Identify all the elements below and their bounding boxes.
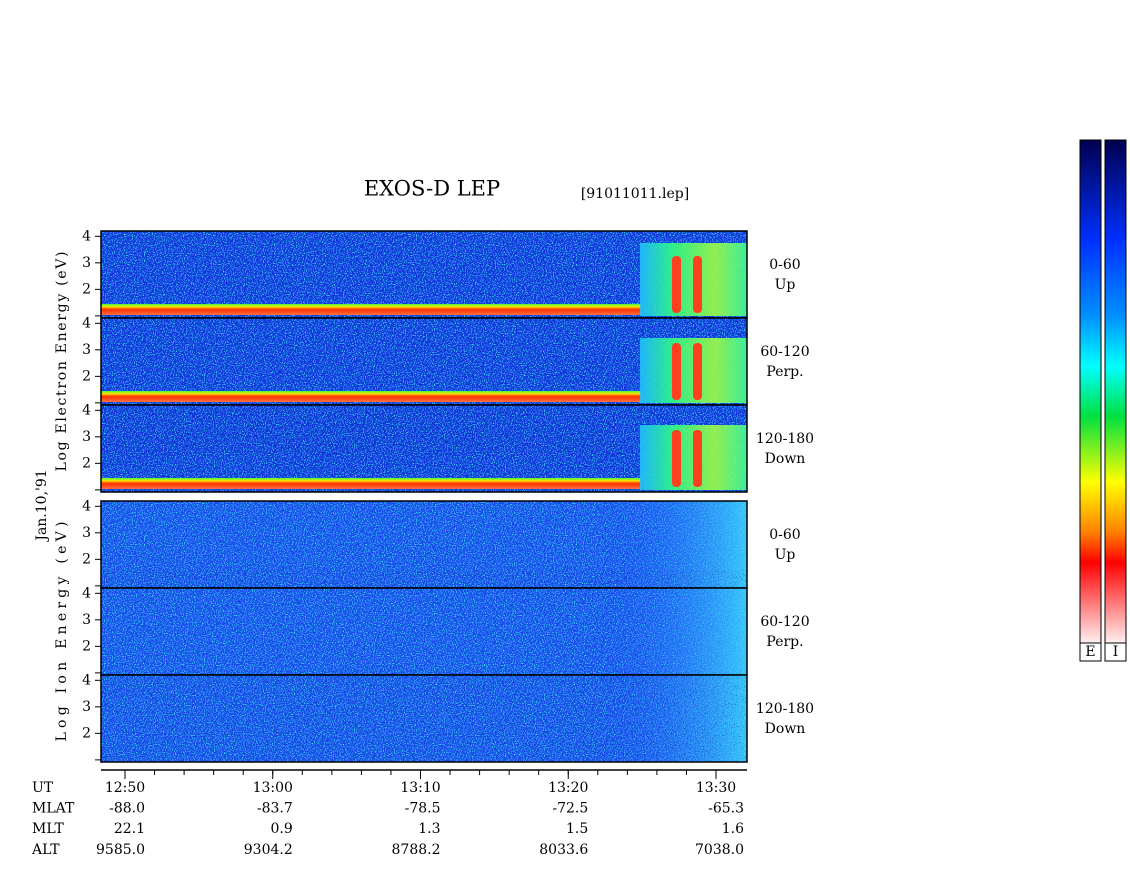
- pitch-direction: Perp.: [766, 634, 803, 650]
- date-label: Jan.10,'91: [34, 469, 50, 542]
- pitch-direction: Down: [765, 721, 806, 737]
- ephemeris-label: UT: [32, 780, 54, 796]
- ephemeris-value: 0.9: [270, 821, 292, 837]
- y-tick-label: 2: [82, 725, 91, 741]
- pitch-range: 120-180: [756, 431, 814, 447]
- spectrogram-dark: [101, 675, 747, 762]
- ephemeris-value: -88.0: [109, 801, 145, 817]
- ephemeris-value: 9585.0: [96, 842, 145, 858]
- y-tick-label: 2: [82, 368, 91, 384]
- spectrogram-burst: [672, 430, 681, 487]
- ephemeris-value: 22.1: [114, 821, 145, 837]
- y-tick-label: 4: [82, 585, 91, 601]
- spectrogram-burst: [693, 343, 702, 400]
- x-tick-label: 13:00: [253, 780, 293, 796]
- panel-frame: [100, 674, 748, 763]
- y-tick-label: 3: [82, 342, 91, 358]
- file-name: [91011011.lep]: [581, 186, 689, 202]
- x-tick-label: 13:30: [696, 780, 736, 796]
- y-tick-label: 4: [82, 672, 91, 688]
- ephemeris-value: -65.3: [708, 801, 744, 817]
- ephemeris-value: -83.7: [257, 801, 293, 817]
- spectrogram-dark: [101, 570, 747, 588]
- y-tick-label: 2: [82, 551, 91, 567]
- pitch-range: 0-60: [769, 257, 800, 273]
- ephemeris-value: 1.6: [722, 821, 744, 837]
- pitch-range: 60-120: [760, 614, 809, 630]
- colorbar: [1104, 139, 1127, 644]
- pitch-range: 60-120: [760, 344, 809, 360]
- y-tick-label: 3: [82, 255, 91, 271]
- spectrogram-burst: [693, 430, 702, 487]
- y-tick-label: 3: [82, 612, 91, 628]
- spectrogram-dark: [101, 405, 621, 455]
- ephemeris-value: 7038.0: [695, 842, 744, 858]
- y-tick-label: 4: [82, 402, 91, 418]
- y-axis-label: Log Electron Energy (eV): [54, 252, 70, 472]
- y-tick-label: 2: [82, 281, 91, 297]
- spectrogram-band: [101, 391, 641, 402]
- ephemeris-value: 8033.6: [539, 842, 588, 858]
- spectrogram-noise: [101, 318, 747, 405]
- y-tick-label: 4: [82, 228, 91, 244]
- ephemeris-label: MLAT: [32, 801, 75, 817]
- x-tick-label: 12:50: [105, 780, 145, 796]
- colorbar-label: I: [1113, 644, 1119, 660]
- ephemeris-value: 8788.2: [392, 842, 441, 858]
- colorbar-label-box: [1104, 642, 1127, 662]
- spectrogram-burst: [693, 256, 702, 313]
- ephemeris-value: -78.5: [405, 801, 441, 817]
- y-axis-label: Log Ion Energy (eV): [54, 522, 70, 742]
- spectrogram-band: [101, 478, 641, 489]
- x-tick-label: 13:10: [400, 780, 440, 796]
- pitch-range: 120-180: [756, 701, 814, 717]
- ephemeris-value: 9304.2: [244, 842, 293, 858]
- pitch-direction: Perp.: [766, 364, 803, 380]
- y-tick-label: 4: [82, 498, 91, 514]
- y-tick-label: 2: [82, 638, 91, 654]
- y-tick-label: 3: [82, 429, 91, 445]
- ephemeris-value: 1.3: [418, 821, 440, 837]
- x-tick-label: 13:20: [548, 780, 588, 796]
- spectrogram-hot: [600, 588, 747, 675]
- y-tick-label: 2: [82, 455, 91, 471]
- panel-frame: [100, 404, 748, 493]
- y-tick-label: 4: [82, 315, 91, 331]
- spectrogram-burst: [672, 256, 681, 313]
- pitch-range: 0-60: [769, 527, 800, 543]
- ephemeris-label: MLT: [32, 821, 64, 837]
- ephemeris-value: -72.5: [552, 801, 588, 817]
- spectrogram-noise: [101, 231, 747, 318]
- pitch-direction: Up: [775, 547, 796, 563]
- spectrogram-burst: [672, 343, 681, 400]
- title: EXOS-D LEP: [364, 177, 500, 201]
- ephemeris-value: 1.5: [566, 821, 588, 837]
- colorbar: [1079, 139, 1102, 644]
- y-tick-label: 3: [82, 525, 91, 541]
- colorbar-label: E: [1085, 644, 1095, 660]
- colorbar-label-box: [1079, 642, 1102, 662]
- spectrogram-band: [101, 304, 641, 315]
- pitch-direction: Up: [775, 277, 796, 293]
- y-tick-label: 3: [82, 699, 91, 715]
- ephemeris-label: ALT: [31, 842, 60, 858]
- pitch-direction: Down: [765, 451, 806, 467]
